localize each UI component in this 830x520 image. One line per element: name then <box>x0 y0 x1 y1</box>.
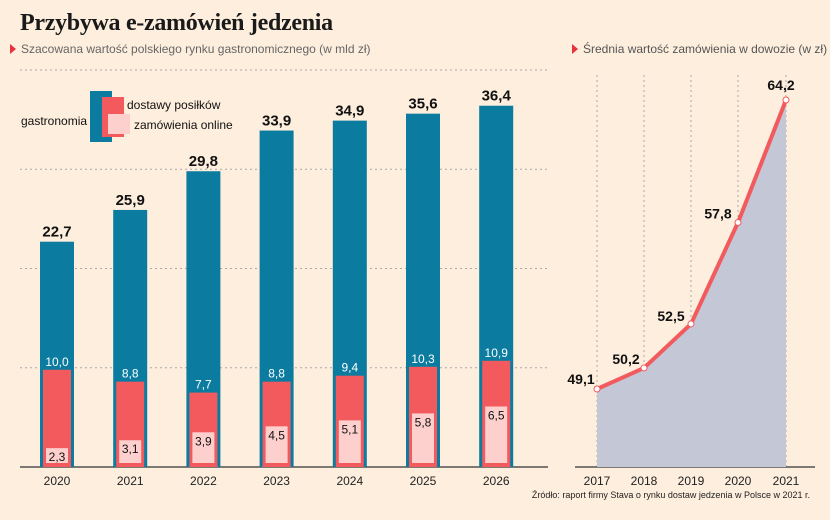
legend-label-gastronomia: gastronomia <box>21 114 87 128</box>
line-point <box>734 218 742 226</box>
total-value-label: 25,9 <box>116 192 145 209</box>
x-tick-label: 2021 <box>117 474 144 488</box>
online-value-label: 3,1 <box>122 442 139 456</box>
total-value-label: 22,7 <box>42 224 71 241</box>
point-value-label: 64,2 <box>767 77 794 93</box>
x-tick-label: 2020 <box>44 474 71 488</box>
legend-label-dostawy: dostawy posiłków <box>127 98 221 112</box>
x-tick-label: 2019 <box>678 474 705 488</box>
line-point <box>687 320 695 328</box>
x-tick-label: 2021 <box>773 474 800 488</box>
point-value-label: 50,2 <box>612 351 639 367</box>
delivery-value-label: 10,3 <box>411 352 435 366</box>
source-note: Źródło: raport firmy Stava o rynku dosta… <box>531 490 810 500</box>
online-value-label: 4,5 <box>268 428 285 442</box>
x-tick-label: 2025 <box>410 474 437 488</box>
line-point <box>593 385 601 393</box>
line-point <box>782 96 790 104</box>
delivery-value-label: 8,8 <box>268 367 285 381</box>
delivery-value-label: 7,7 <box>195 378 212 392</box>
line-chart-subtitle-text: Średnia wartość zamówienia w dowozie (w … <box>583 42 828 56</box>
bar-online <box>119 440 142 463</box>
x-tick-label: 2018 <box>631 474 658 488</box>
online-value-label: 6,5 <box>488 408 505 422</box>
x-tick-label: 2024 <box>336 474 363 488</box>
delivery-value-label: 9,4 <box>341 361 358 375</box>
online-value-label: 5,8 <box>415 415 432 429</box>
total-value-label: 36,4 <box>482 88 512 105</box>
x-tick-label: 2020 <box>725 474 752 488</box>
bar-chart-subtitle-text: Szacowana wartość polskiego rynku gastro… <box>21 42 371 56</box>
delivery-value-label: 10,0 <box>45 355 69 369</box>
x-tick-label: 2023 <box>263 474 290 488</box>
bar-online <box>412 413 434 463</box>
bar-online <box>338 420 361 463</box>
point-value-label: 52,5 <box>657 308 684 324</box>
x-tick-label: 2017 <box>584 474 611 488</box>
x-tick-label: 2022 <box>190 474 217 488</box>
delivery-value-label: 10,9 <box>485 346 509 360</box>
total-value-label: 34,9 <box>335 103 364 120</box>
chart-title: Przybywa e-zamówień jedzenia <box>20 10 333 36</box>
online-value-label: 5,1 <box>341 422 358 436</box>
point-value-label: 57,8 <box>704 205 731 221</box>
line-point <box>640 364 648 372</box>
total-value-label: 35,6 <box>408 96 437 113</box>
bar-online <box>265 426 288 463</box>
bar-online <box>192 432 215 463</box>
area-fill <box>597 100 786 467</box>
bar-online <box>46 448 68 463</box>
bar-chart-subtitle: Szacowana wartość polskiego rynku gastro… <box>10 42 370 56</box>
x-tick-label: 2026 <box>483 474 510 488</box>
legend-label-online: zamówienia online <box>134 118 233 132</box>
bar-online <box>485 406 508 463</box>
online-value-label: 2,3 <box>49 450 66 464</box>
online-value-label: 3,9 <box>195 434 212 448</box>
delivery-value-label: 8,8 <box>122 367 139 381</box>
legend-swatch-online <box>108 114 130 134</box>
total-value-label: 33,9 <box>262 113 291 130</box>
point-value-label: 49,1 <box>567 371 594 387</box>
total-value-label: 29,8 <box>189 153 218 170</box>
red-triangle-icon <box>572 44 578 54</box>
red-triangle-icon <box>10 44 16 54</box>
line-chart-subtitle: Średnia wartość zamówienia w dowozie (w … <box>572 42 827 56</box>
